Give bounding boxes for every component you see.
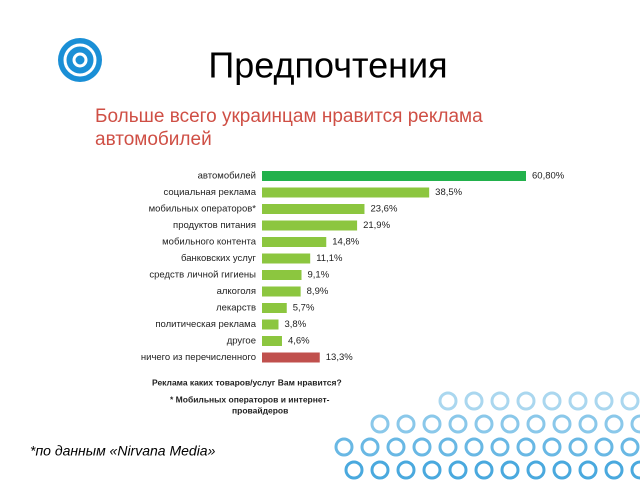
bar [262, 253, 311, 264]
bar [262, 286, 301, 297]
deco-dot [438, 437, 458, 457]
category-label: политическая реклама [155, 319, 256, 330]
bar [262, 303, 287, 313]
deco-dot [630, 414, 640, 434]
value-label: 3,8% [285, 319, 307, 330]
slide-title: Предпочтения [208, 45, 447, 86]
logo-inner [72, 52, 88, 68]
deco-dot [568, 437, 588, 457]
deco-dot [396, 460, 416, 480]
value-label: 8,9% [307, 286, 329, 297]
deco-dot [386, 437, 406, 457]
deco-dot [422, 414, 442, 434]
deco-dot [370, 460, 390, 480]
chart-note: Реклама каких товаров/услуг Вам нравится… [152, 377, 342, 387]
deco-dot [474, 414, 494, 434]
deco-dot [542, 437, 562, 457]
category-label: ничего из перечисленного [141, 352, 256, 363]
deco-dot [464, 437, 484, 457]
deco-dot [438, 391, 458, 411]
logo-ring [63, 43, 97, 77]
deco-dot [578, 460, 598, 480]
bar [262, 187, 430, 198]
deco-dot [448, 414, 468, 434]
value-label: 21,9% [363, 220, 390, 231]
deco-dot [516, 391, 536, 411]
deco-dot [594, 391, 614, 411]
deco-dot [516, 437, 536, 457]
deco-dot [344, 460, 364, 480]
category-label: мобильных операторов* [149, 204, 257, 215]
deco-dot [568, 391, 588, 411]
bar [262, 336, 282, 346]
deco-dot [630, 460, 640, 480]
bar [262, 319, 279, 330]
chart-title: Больше всего украинцам нравится реклама [95, 106, 483, 127]
chart-note: провайдеров [232, 405, 288, 415]
source-note: *по данным «Nirvana Media» [30, 443, 216, 459]
deco-dot [552, 414, 572, 434]
deco-dot [604, 460, 624, 480]
deco-dot [620, 391, 640, 411]
bar [262, 204, 365, 214]
deco-dot [360, 437, 380, 457]
value-label: 38,5% [435, 187, 462, 198]
value-label: 13,3% [326, 352, 353, 363]
value-label: 23,6% [370, 204, 397, 215]
deco-dot [526, 460, 546, 480]
value-label: 9,1% [308, 270, 330, 281]
category-label: продуктов питания [173, 220, 256, 231]
deco-dot [412, 437, 432, 457]
bar [262, 237, 327, 247]
value-label: 60,80% [532, 171, 565, 182]
deco-dot [490, 437, 510, 457]
deco-dot [422, 460, 442, 480]
value-label: 11,1% [316, 253, 343, 264]
deco-dot [552, 460, 572, 480]
bar [262, 171, 526, 181]
bar [262, 270, 302, 280]
deco-dot [474, 460, 494, 480]
deco-dot [500, 414, 520, 434]
value-label: 5,7% [293, 303, 315, 314]
deco-dot [604, 414, 624, 434]
value-label: 14,8% [332, 237, 359, 248]
chart-note: * Мобильных операторов и интернет- [170, 394, 330, 404]
deco-dot [448, 460, 468, 480]
logo [58, 38, 102, 82]
deco-dot [396, 414, 416, 434]
chart-title: автомобилей [95, 129, 212, 150]
category-label: средств личной гигиены [149, 270, 256, 281]
deco-dot [594, 437, 614, 457]
value-label: 4,6% [288, 336, 310, 347]
deco-dot [542, 391, 562, 411]
decoration [334, 391, 640, 480]
deco-dot [578, 414, 598, 434]
category-label: автомобилей [198, 171, 256, 182]
category-label: лекарств [216, 303, 256, 314]
deco-dot [620, 437, 640, 457]
bar [262, 352, 320, 363]
category-label: алкоголя [217, 286, 256, 297]
deco-dot [500, 460, 520, 480]
deco-dot [370, 414, 390, 434]
deco-dot [464, 391, 484, 411]
category-label: социальная реклама [164, 187, 257, 198]
deco-dot [526, 414, 546, 434]
category-label: мобильного контента [162, 237, 257, 248]
deco-dot [490, 391, 510, 411]
deco-dot [334, 437, 354, 457]
category-label: банковских услуг [181, 253, 257, 264]
category-label: другое [227, 336, 256, 347]
bar [262, 220, 358, 231]
